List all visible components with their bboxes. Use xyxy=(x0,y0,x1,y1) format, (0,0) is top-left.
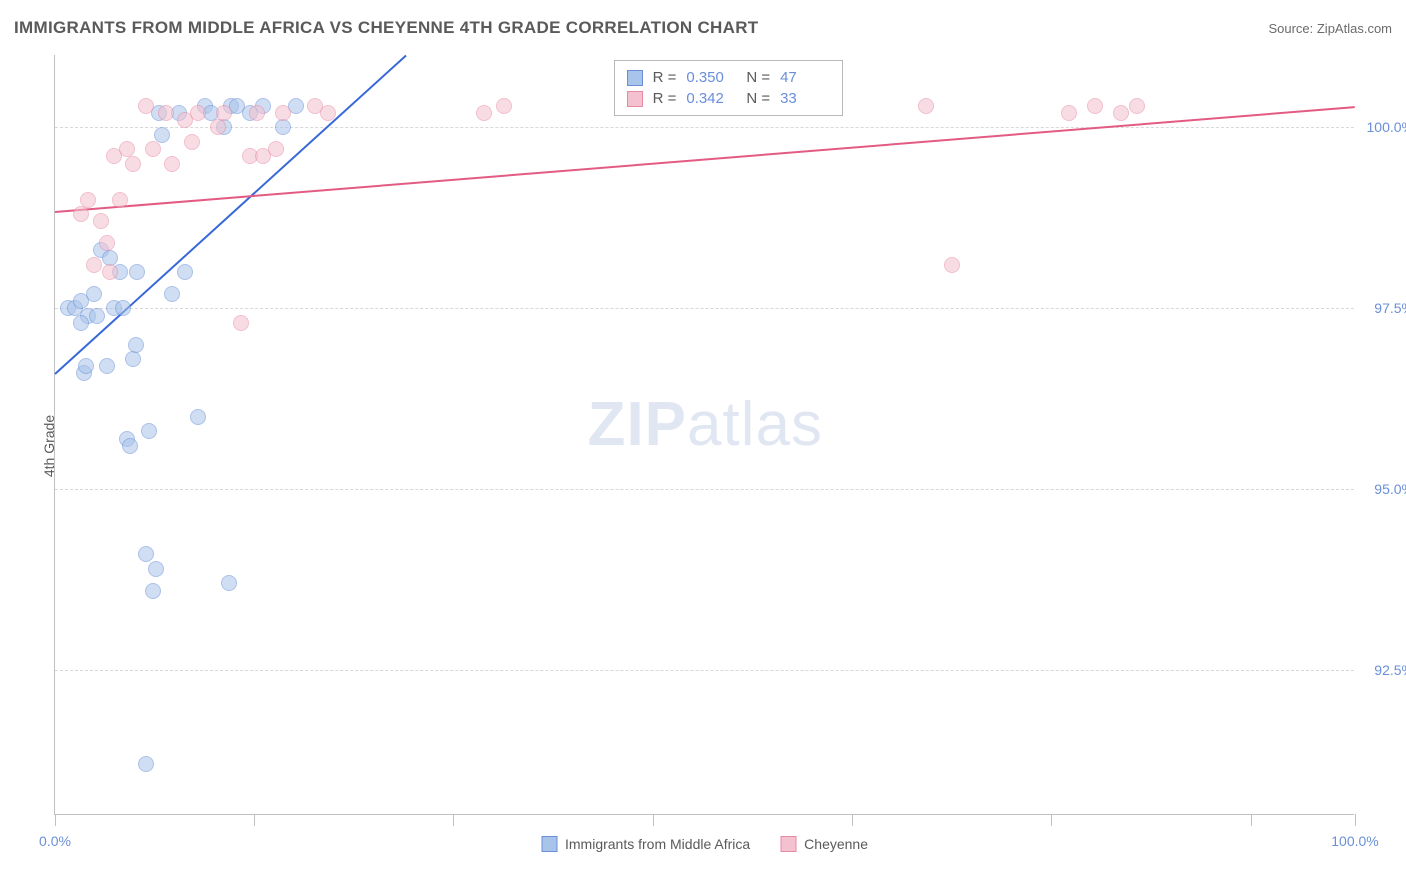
scatter-point xyxy=(138,756,154,772)
scatter-point xyxy=(221,575,237,591)
scatter-point xyxy=(89,308,105,324)
x-tick xyxy=(254,814,255,826)
stats-row: R = 0.342 N = 33 xyxy=(627,88,831,109)
scatter-point xyxy=(476,105,492,121)
stat-r-value: 0.350 xyxy=(686,69,736,86)
scatter-point xyxy=(158,105,174,121)
legend-item-series1: Immigrants from Middle Africa xyxy=(541,836,750,852)
scatter-point xyxy=(320,105,336,121)
y-tick-label: 97.5% xyxy=(1359,300,1406,316)
legend-item-series2: Cheyenne xyxy=(780,836,868,852)
x-tick-label: 0.0% xyxy=(39,833,71,849)
x-tick xyxy=(1051,814,1052,826)
x-tick xyxy=(1355,814,1356,826)
scatter-point xyxy=(138,98,154,114)
scatter-point xyxy=(125,156,141,172)
stat-r-label: R = xyxy=(653,69,677,86)
scatter-point xyxy=(138,546,154,562)
scatter-point xyxy=(99,235,115,251)
plot-area: ZIPatlas R =0.350N =47R =0.342N =33 Immi… xyxy=(54,55,1354,815)
gridline-horizontal xyxy=(55,489,1354,490)
legend-label-series2: Cheyenne xyxy=(804,836,868,852)
scatter-point xyxy=(944,257,960,273)
scatter-point xyxy=(125,351,141,367)
stats-legend-box: R = 0.350 N = 47 R = 0.342 N = 33 xyxy=(614,60,844,116)
gridline-horizontal xyxy=(55,670,1354,671)
y-tick-label: 95.0% xyxy=(1359,481,1406,497)
gridline-horizontal xyxy=(55,127,1354,128)
scatter-point xyxy=(233,315,249,331)
stats-row: R = 0.350 N = 47 xyxy=(627,67,831,88)
x-tick xyxy=(55,814,56,826)
chart-title: IMMIGRANTS FROM MIDDLE AFRICA VS CHEYENN… xyxy=(14,18,758,38)
x-tick-label: 100.0% xyxy=(1331,833,1378,849)
x-tick xyxy=(653,814,654,826)
scatter-point xyxy=(1087,98,1103,114)
scatter-point xyxy=(73,206,89,222)
scatter-point xyxy=(1061,105,1077,121)
scatter-point xyxy=(268,141,284,157)
stat-r-label: R = xyxy=(653,90,677,107)
stat-n-value: 47 xyxy=(780,69,830,86)
bottom-legend: Immigrants from Middle Africa Cheyenne xyxy=(541,836,868,852)
scatter-point xyxy=(115,300,131,316)
scatter-point xyxy=(86,286,102,302)
scatter-point xyxy=(78,358,94,374)
scatter-point xyxy=(249,105,265,121)
legend-swatch-pink xyxy=(780,836,796,852)
scatter-point xyxy=(1113,105,1129,121)
scatter-point xyxy=(154,127,170,143)
x-tick xyxy=(453,814,454,826)
y-tick-label: 100.0% xyxy=(1359,119,1406,135)
watermark: ZIPatlas xyxy=(588,389,823,460)
scatter-point xyxy=(496,98,512,114)
scatter-point xyxy=(190,105,206,121)
scatter-point xyxy=(164,286,180,302)
scatter-point xyxy=(145,141,161,157)
x-tick xyxy=(1251,814,1252,826)
scatter-point xyxy=(73,315,89,331)
scatter-point xyxy=(190,409,206,425)
legend-label-series1: Immigrants from Middle Africa xyxy=(565,836,750,852)
stats-swatch-icon xyxy=(627,70,643,86)
scatter-point xyxy=(216,105,232,121)
scatter-point xyxy=(184,134,200,150)
scatter-point xyxy=(275,105,291,121)
stat-r-value: 0.342 xyxy=(686,90,736,107)
scatter-point xyxy=(112,192,128,208)
scatter-point xyxy=(148,561,164,577)
stat-n-value: 33 xyxy=(780,90,830,107)
legend-swatch-blue xyxy=(541,836,557,852)
y-tick-label: 92.5% xyxy=(1359,662,1406,678)
scatter-point xyxy=(1129,98,1145,114)
scatter-point xyxy=(918,98,934,114)
scatter-point xyxy=(275,119,291,135)
stats-swatch-icon xyxy=(627,91,643,107)
scatter-point xyxy=(164,156,180,172)
scatter-point xyxy=(122,438,138,454)
x-tick xyxy=(852,814,853,826)
scatter-point xyxy=(93,213,109,229)
scatter-point xyxy=(141,423,157,439)
gridline-horizontal xyxy=(55,308,1354,309)
stat-n-label: N = xyxy=(746,90,770,107)
scatter-point xyxy=(86,257,102,273)
scatter-point xyxy=(99,358,115,374)
chart-header: IMMIGRANTS FROM MIDDLE AFRICA VS CHEYENN… xyxy=(14,18,1392,38)
scatter-point xyxy=(177,264,193,280)
scatter-point xyxy=(210,119,226,135)
source-label: Source: ZipAtlas.com xyxy=(1268,21,1392,36)
scatter-point xyxy=(80,192,96,208)
scatter-point xyxy=(102,264,118,280)
scatter-point xyxy=(145,583,161,599)
scatter-point xyxy=(129,264,145,280)
stat-n-label: N = xyxy=(746,69,770,86)
scatter-point xyxy=(128,337,144,353)
